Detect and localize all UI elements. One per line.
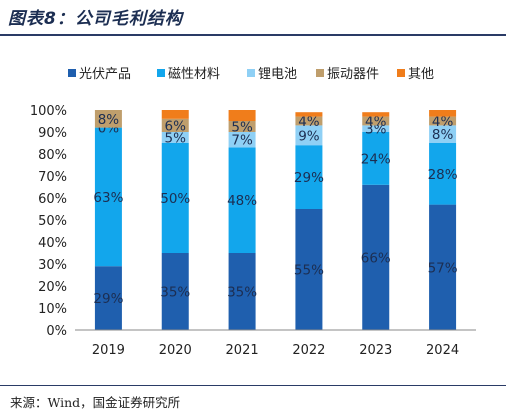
bar-segment [295,209,323,330]
bar-segment [362,125,390,132]
y-tick-label: 20% [38,280,67,295]
legend-swatch [68,69,76,77]
legend-label: 其他 [408,67,434,82]
chart-title: 图表8：公司毛利结构 [8,9,183,29]
data-label: 7% [231,133,253,149]
bar-segment [429,110,457,117]
x-tick-label: 2023 [359,343,392,358]
y-tick-label: 0% [46,324,67,339]
bar-segment [362,184,390,330]
data-label: 4% [298,114,320,130]
y-tick-label: 60% [38,192,67,207]
title-divider [0,34,506,36]
source-divider [0,385,506,386]
x-tick-label: 2020 [159,343,192,358]
data-label: 29% [294,170,324,186]
bars: 29%63%0%8%35%50%5%6%35%48%7%5%55%29%9%4%… [93,110,458,330]
bar-segment [161,110,189,119]
data-label: 50% [160,191,190,207]
source-note: 来源：Wind，国金证券研究所 [10,395,181,410]
bar-segment [94,110,122,128]
legend-label: 振动器件 [327,67,379,82]
data-label: 9% [298,128,320,144]
bar-segment [94,127,122,267]
y-tick-label: 90% [38,126,67,141]
bar-segment [228,110,256,121]
data-label: 24% [361,151,391,167]
bar-segment [295,125,323,146]
y-tick-label: 100% [30,104,67,119]
data-label: 8% [98,112,120,128]
bar-segment [295,112,323,117]
legend-swatch [247,69,255,77]
x-tick-label: 2022 [292,343,325,358]
data-label: 8% [432,127,454,143]
bar-segment [429,125,457,143]
legend-label: 光伏产品 [79,67,131,82]
bar-segment [362,112,390,117]
bar-segment [228,121,256,132]
data-label: 5% [231,120,253,136]
data-label: 6% [165,118,187,134]
legend: 光伏产品 磁性材料 锂电池 振动器件 其他 [68,67,434,82]
x-axis: 2019 2020 2021 2022 2023 2024 [75,329,476,358]
data-label: 63% [93,190,123,206]
y-tick-label: 30% [38,258,67,273]
x-tick-label: 2024 [426,343,459,358]
bar-segment [228,253,256,330]
data-label: 29% [93,291,123,307]
y-tick-label: 70% [38,170,67,185]
data-label: 35% [227,285,257,301]
legend-swatch [316,69,324,77]
data-label: 28% [428,167,458,183]
legend-swatch [157,69,165,77]
y-axis: 0% 10% 20% 30% 40% 50% 60% 70% 80% 90% 100% [30,104,67,339]
bar-segment [362,116,390,126]
data-label: 57% [428,260,458,276]
data-label: 35% [160,285,190,301]
x-tick-label: 2021 [226,343,259,358]
bar-segment [94,266,122,330]
bar-segment [429,204,457,330]
bar-segment [429,143,457,205]
bar-segment [161,143,189,253]
bar-segment [161,118,189,132]
data-label: 3% [365,122,387,138]
bar-segment [295,116,323,126]
data-label: 48% [227,193,257,209]
stacked-bar-chart: 光伏产品 磁性材料 锂电池 振动器件 其他 0% 10% 20% 30% 40% 50% 60% 70… [30,67,476,358]
data-label: 4% [432,114,454,130]
bar-segment [429,116,457,126]
bar-segment [161,253,189,330]
data-label: 4% [365,114,387,130]
bar-segment [295,145,323,209]
legend-label: 锂电池 [258,67,297,82]
x-tick-label: 2019 [92,343,125,358]
data-label: 55% [294,263,324,279]
y-tick-label: 40% [38,236,67,251]
legend-label: 磁性材料 [168,67,220,82]
legend-swatch [397,69,405,77]
bar-segment [362,132,390,185]
data-label: 5% [165,131,187,147]
y-tick-label: 50% [38,214,67,229]
y-tick-label: 80% [38,148,67,163]
y-tick-label: 10% [38,302,67,317]
data-label: 66% [361,250,391,266]
bar-segment [161,132,189,143]
bar-segment [228,132,256,148]
bar-segment [228,147,256,253]
